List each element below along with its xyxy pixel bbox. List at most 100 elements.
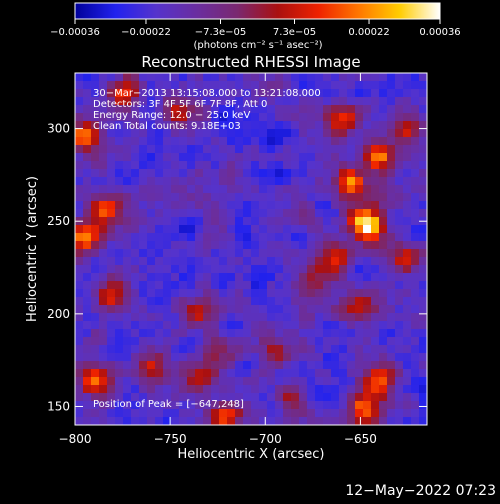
heatmap-cell <box>243 225 252 234</box>
heatmap-cell <box>131 345 140 354</box>
heatmap-cell <box>99 353 108 362</box>
heatmap-cell <box>371 305 380 314</box>
heatmap-cell <box>83 193 92 202</box>
heatmap-cell <box>139 385 148 394</box>
heatmap-cell <box>283 185 292 194</box>
heatmap-cell <box>339 409 348 418</box>
heatmap-cell <box>243 377 252 386</box>
heatmap-cell <box>419 265 427 274</box>
heatmap-cell <box>347 105 356 114</box>
heatmap-cell <box>235 417 244 425</box>
heatmap-cell <box>83 417 92 425</box>
heatmap-cell <box>195 265 204 274</box>
heatmap-cell <box>387 353 396 362</box>
heatmap-cell <box>379 241 388 250</box>
heatmap-cell <box>251 137 260 146</box>
heatmap-cell <box>323 113 332 122</box>
heatmap-cell <box>371 289 380 298</box>
heatmap-cell <box>107 313 116 322</box>
heatmap-cell <box>291 129 300 138</box>
heatmap-cell <box>259 73 268 82</box>
heatmap-cell <box>171 137 180 146</box>
heatmap-cell <box>339 81 348 90</box>
heatmap-cell <box>99 97 108 106</box>
heatmap-cell <box>203 161 212 170</box>
heatmap-cell <box>147 369 156 378</box>
heatmap-cell <box>291 385 300 394</box>
heatmap-cell <box>387 81 396 90</box>
heatmap-cell <box>403 313 412 322</box>
heatmap-cell <box>363 169 372 178</box>
heatmap-cell <box>283 353 292 362</box>
heatmap-cell <box>75 81 84 90</box>
heatmap-cell <box>387 329 396 338</box>
heatmap-cell <box>403 169 412 178</box>
heatmap-cell <box>323 137 332 146</box>
heatmap-cell <box>115 193 124 202</box>
heatmap-cell <box>91 401 100 410</box>
heatmap-cell <box>243 249 252 258</box>
heatmap-cell <box>331 305 340 314</box>
heatmap-cell <box>195 305 204 314</box>
heatmap-cell <box>139 369 148 378</box>
colorbar-tick-label: −7.3e−05 <box>195 27 247 38</box>
heatmap-cell <box>203 81 212 90</box>
heatmap-cell <box>107 225 116 234</box>
heatmap-cell <box>363 177 372 186</box>
heatmap-cell <box>363 409 372 418</box>
heatmap-cell <box>403 121 412 130</box>
heatmap-cell <box>115 337 124 346</box>
heatmap-cell <box>227 169 236 178</box>
heatmap-cell <box>139 305 148 314</box>
heatmap-cell <box>75 113 84 122</box>
heatmap-cell <box>387 417 396 425</box>
heatmap-cell <box>203 417 212 425</box>
heatmap-cell <box>203 337 212 346</box>
heatmap-cell <box>219 289 228 298</box>
heatmap-cell <box>283 337 292 346</box>
heatmap-cell <box>323 273 332 282</box>
heatmap-cell <box>75 121 84 130</box>
heatmap-cell <box>307 257 316 266</box>
heatmap-cell <box>115 241 124 250</box>
heatmap-cell <box>347 177 356 186</box>
heatmap-cell <box>99 417 108 425</box>
heatmap-cell <box>315 201 324 210</box>
heatmap-cell <box>243 121 252 130</box>
heatmap-cell <box>155 225 164 234</box>
heatmap-cell <box>355 257 364 266</box>
heatmap-cell <box>323 185 332 194</box>
heatmap-cell <box>323 345 332 354</box>
heatmap-cell <box>75 369 84 378</box>
heatmap-cell <box>419 241 427 250</box>
heatmap-cell <box>363 313 372 322</box>
heatmap-cell <box>115 113 124 122</box>
heatmap-cell <box>123 329 132 338</box>
heatmap-cell <box>131 377 140 386</box>
heatmap-cell <box>235 97 244 106</box>
heatmap-cell <box>75 329 84 338</box>
heatmap-cell <box>355 153 364 162</box>
heatmap-cell <box>403 113 412 122</box>
heatmap-cell <box>323 337 332 346</box>
heatmap-cell <box>123 345 132 354</box>
heatmap-cell <box>307 225 316 234</box>
heatmap-cell <box>299 337 308 346</box>
heatmap-cell <box>355 225 364 234</box>
heatmap-cell <box>227 241 236 250</box>
heatmap-cell <box>227 81 236 90</box>
heatmap-cell <box>387 217 396 226</box>
heatmap-cell <box>387 137 396 146</box>
heatmap-cell <box>291 257 300 266</box>
heatmap-cell <box>371 265 380 274</box>
heatmap-cell <box>139 137 148 146</box>
heatmap-cell <box>259 265 268 274</box>
heatmap-cell <box>395 281 404 290</box>
heatmap-cell <box>107 305 116 314</box>
heatmap-cell <box>387 177 396 186</box>
heatmap-cell <box>267 73 276 82</box>
heatmap-cell <box>123 281 132 290</box>
heatmap-cell <box>363 249 372 258</box>
heatmap-cell <box>307 81 316 90</box>
heatmap-cell <box>99 217 108 226</box>
